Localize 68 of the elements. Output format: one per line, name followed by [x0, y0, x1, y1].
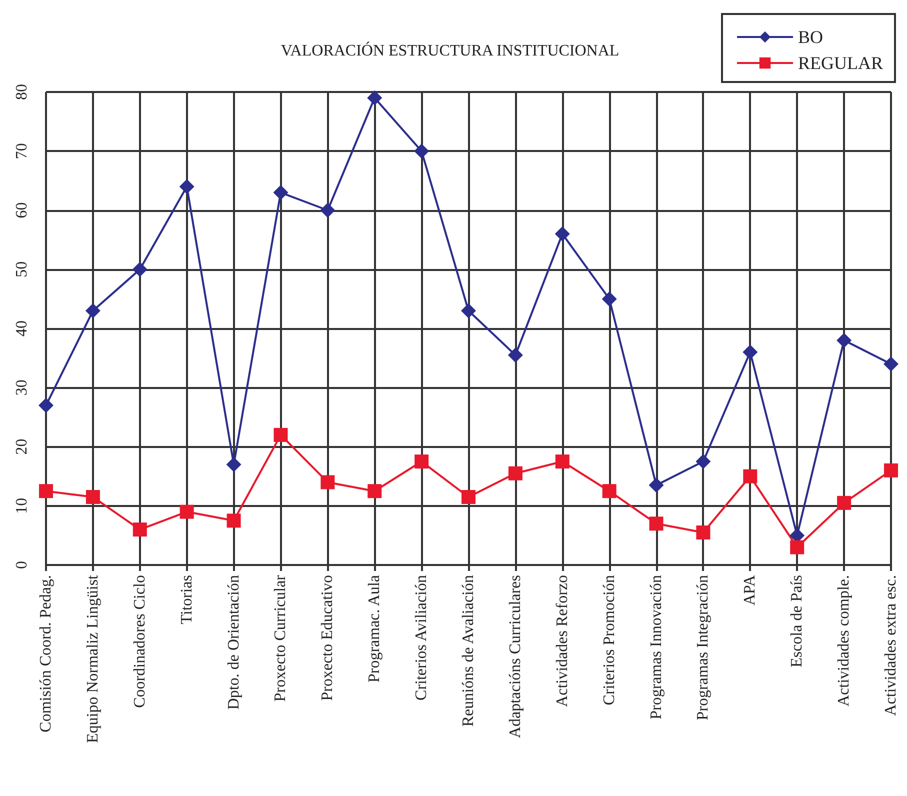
x-tick-label: Titorias [178, 575, 196, 624]
x-tick-label: Proxecto Educativo [319, 575, 336, 701]
point [38, 398, 54, 413]
point [414, 144, 430, 159]
point [226, 456, 242, 472]
point [742, 344, 758, 360]
point [320, 475, 335, 490]
point [273, 185, 288, 200]
point [602, 484, 616, 498]
point [554, 226, 570, 242]
x-tick-label: Escola de País [788, 575, 806, 668]
point [180, 504, 194, 519]
point [320, 202, 336, 218]
point [132, 262, 148, 277]
point [414, 454, 429, 469]
x-tick-label: Actividades comple. [836, 575, 853, 707]
legend-label: BO [798, 27, 824, 47]
x-tick-label: Reunións de Avaliación [460, 575, 477, 727]
x-tick-label: APA [742, 574, 759, 606]
point [461, 303, 476, 318]
point [837, 496, 852, 510]
y-tick-label: 70 [14, 143, 30, 160]
x-tick-label: Equipo Normaliz Lingüist [84, 574, 102, 743]
y-tick-label: 20 [14, 438, 30, 455]
point [555, 454, 570, 469]
x-tick-label: Proxecto Curricular [272, 574, 290, 702]
legend-label: REGULAR [798, 53, 883, 73]
point [85, 303, 100, 318]
point [884, 356, 898, 372]
point [649, 516, 664, 531]
point [508, 348, 523, 363]
point [602, 291, 617, 306]
x-tick-label: Actividades extra esc. [882, 575, 900, 716]
point [743, 469, 758, 484]
y-tick-label: 60 [14, 202, 30, 218]
point [274, 428, 288, 442]
y-tick-label: 40 [14, 320, 30, 336]
x-tick-label: Comisión Coord. Pedag. [38, 575, 54, 732]
point [648, 478, 664, 493]
x-tick-label: Criterios Aviliación [413, 575, 430, 700]
point [884, 463, 898, 478]
point [39, 484, 53, 498]
x-tick-label: Adaptacións Curriculares [506, 575, 524, 738]
point [132, 522, 147, 537]
point [508, 466, 522, 480]
y-tick-label: 10 [14, 498, 30, 514]
x-tick-label: Dpto. de Orientación [225, 575, 242, 710]
x-tick-label: Actividades Reforzo [554, 575, 571, 707]
point [696, 525, 710, 540]
x-tick-label: Programac. Aula [366, 575, 384, 683]
point [462, 490, 476, 504]
point [86, 490, 100, 504]
x-tick-label: Programas Innovación [648, 575, 665, 720]
point [696, 454, 711, 470]
point [226, 514, 241, 528]
x-tick-label: Criterios Promoción [600, 575, 618, 706]
chart-title: VALORACIÓN ESTRUCTURA INSTITUCIONAL [280, 42, 620, 60]
point [368, 484, 382, 498]
y-tick-label: 30 [14, 380, 30, 396]
y-tick-label: 50 [14, 261, 30, 278]
point [790, 540, 804, 554]
y-tick-label: 0 [14, 561, 30, 569]
point [367, 90, 382, 106]
x-tick-label: Coordinadores Ciclo [131, 575, 148, 708]
x-tick-label: Programas Integración [694, 575, 712, 720]
point [836, 332, 852, 348]
point [179, 179, 194, 194]
y-tick-label: 80 [14, 84, 30, 100]
